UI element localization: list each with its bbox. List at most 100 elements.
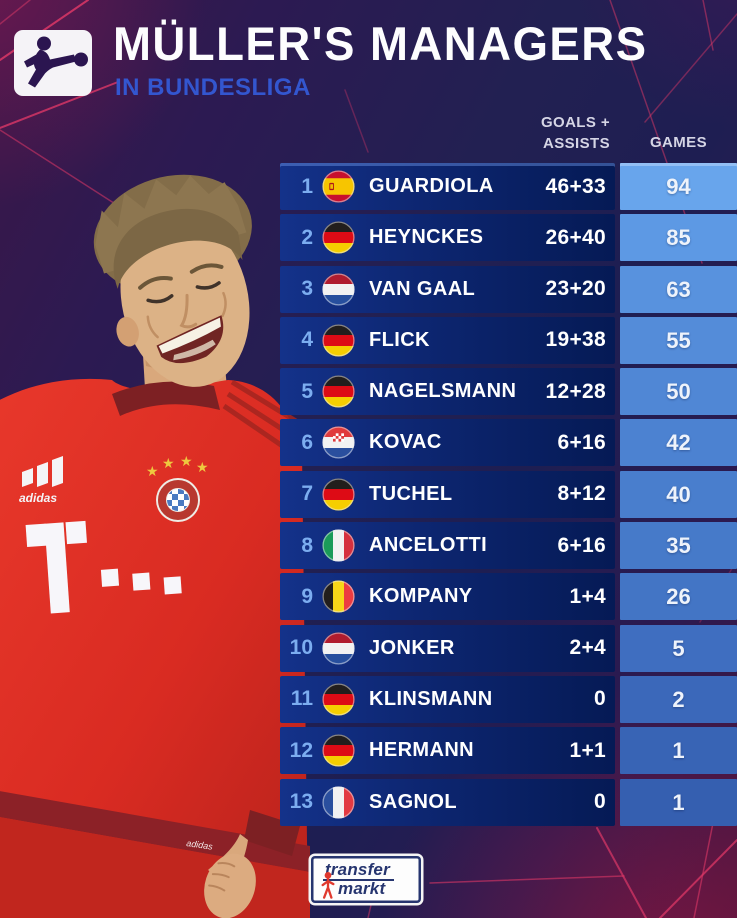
rank-label: 2 [301, 225, 313, 249]
transfermarkt-logo: transfer markt [311, 856, 421, 903]
rank-label: 3 [301, 277, 313, 301]
row-main-cell: 7 TUCHEL 8+12 [280, 470, 615, 518]
table-row: 12 HERMANN 1+1 1 [280, 727, 737, 775]
goals-assists-value: 26+40 [545, 225, 606, 249]
table-row: 2 HEYNCKES 26+40 85 [280, 214, 737, 262]
brand-word-transfer: transfer [323, 861, 394, 881]
nationality-flag-icon [322, 478, 355, 511]
row-main-cell: 3 VAN GAAL 23+20 [280, 265, 615, 313]
row-main-cell: 4 FLICK 19+38 [280, 316, 615, 364]
rank-label: 10 [289, 636, 313, 660]
games-value: 1 [620, 778, 737, 826]
row-main-cell: 2 HEYNCKES 26+40 [280, 214, 615, 262]
rank-label: 12 [289, 738, 313, 762]
svg-text:★: ★ [146, 464, 159, 480]
nationality-flag-icon [322, 221, 355, 254]
table-row: 3 VAN GAAL 23+20 63 [280, 265, 737, 313]
manager-name: SAGNOL [369, 790, 457, 813]
games-value: 40 [620, 470, 737, 518]
nationality-flag-icon [322, 426, 355, 460]
goals-assists-value: 12+28 [545, 379, 606, 403]
table-row: 11 KLINSMANN 0 2 [280, 675, 737, 723]
manager-name: GUARDIOLA [369, 175, 494, 197]
bundesliga-logo [14, 30, 92, 96]
goals-assists-value: 6+16 [557, 430, 606, 454]
nationality-flag-icon [322, 683, 355, 716]
rank-label: 8 [301, 533, 313, 557]
games-value: 2 [620, 675, 737, 723]
games-value: 63 [620, 265, 737, 313]
games-value: 85 [620, 214, 737, 262]
manager-name: HERMANN [369, 739, 475, 762]
rank-label: 5 [301, 379, 313, 403]
rank-label: 11 [290, 687, 313, 711]
row-main-cell: 6 KOVAC 6+16 [280, 419, 615, 467]
nationality-flag-icon [322, 529, 355, 562]
nationality-flag-icon [322, 580, 355, 613]
row-main-cell: 1 GUARDIOLA 46+33 [280, 163, 615, 210]
rank-label: 6 [301, 430, 313, 454]
table-row: 13 SAGNOL 0 1 [280, 778, 737, 826]
rank-label: 1 [301, 174, 313, 198]
svg-text:adidas: adidas [19, 491, 57, 505]
nationality-flag-icon [322, 170, 355, 203]
nationality-flag-icon [322, 324, 355, 357]
manager-name: NAGELSMANN [369, 380, 517, 403]
table-row: 1 GUARDIOLA 46+33 94 [280, 163, 737, 210]
games-value: 35 [620, 522, 737, 570]
table-row: 5 NAGELSMANN 12+28 50 [280, 368, 737, 416]
manager-name: FLICK [369, 328, 430, 351]
games-value: 55 [620, 316, 737, 364]
nationality-flag-icon [322, 273, 355, 306]
svg-text:★: ★ [180, 454, 193, 470]
goals-assists-value: 23+20 [545, 277, 606, 301]
goals-assists-value: 8+12 [557, 482, 606, 506]
row-main-cell: 13 SAGNOL 0 [280, 778, 615, 826]
managers-table: 1 GUARDIOLA 46+33 94 2 HEYNCKES 26+40 85… [280, 163, 737, 830]
games-value: 1 [620, 727, 737, 775]
goals-assists-value: 1+4 [569, 584, 606, 608]
table-row: 4 FLICK 19+38 55 [280, 316, 737, 364]
games-value: 5 [620, 624, 737, 672]
player-figure-icon [321, 871, 335, 899]
rank-label: 4 [301, 328, 313, 352]
column-header-goals-assists: GOALS + ASSISTS [541, 112, 610, 154]
table-row: 7 TUCHEL 8+12 40 [280, 470, 737, 518]
games-value: 50 [620, 368, 737, 416]
nationality-flag-icon [322, 375, 355, 408]
page-title: MÜLLER'S MANAGERS [113, 17, 648, 70]
svg-text:adidas: adidas [186, 838, 214, 852]
goals-assists-value: 2+4 [569, 636, 606, 660]
goals-assists-value: 19+38 [545, 328, 606, 352]
table-row: 9 KOMPANY 1+4 26 [280, 573, 737, 621]
table-row: 8 ANCELOTTI 6+16 35 [280, 522, 737, 570]
row-main-cell: 8 ANCELOTTI 6+16 [280, 522, 615, 570]
column-header-games: GAMES [649, 134, 707, 151]
page-subtitle: IN BUNDESLIGA [115, 74, 311, 101]
row-main-cell: 12 HERMANN 1+1 [280, 727, 615, 775]
row-main-cell: 5 NAGELSMANN 12+28 [280, 368, 615, 416]
goals-header-line2: ASSISTS [543, 135, 610, 152]
games-value: 42 [620, 419, 737, 467]
svg-text:★: ★ [162, 456, 175, 472]
mueller-photo: adidas ★ ★ ★ ★ [0, 98, 310, 918]
brand-word-markt: markt [338, 879, 386, 898]
games-value: 94 [620, 163, 737, 210]
goals-assists-value: 0 [594, 790, 606, 814]
manager-name: JONKER [369, 636, 455, 659]
row-main-cell: 9 KOMPANY 1+4 [280, 573, 615, 621]
manager-name: HEYNCKES [369, 226, 484, 249]
nationality-flag-icon [322, 734, 355, 767]
nationality-flag-icon [322, 632, 355, 665]
svg-text:★: ★ [196, 460, 209, 476]
goals-assists-value: 46+33 [545, 174, 606, 198]
manager-name: ANCELOTTI [369, 534, 488, 557]
goals-assists-value: 0 [594, 687, 606, 711]
goals-assists-value: 1+1 [569, 738, 606, 762]
nationality-flag-icon [322, 786, 355, 819]
rank-label: 7 [301, 482, 313, 506]
row-main-cell: 10 JONKER 2+4 [280, 624, 615, 672]
manager-name: KOMPANY [369, 585, 473, 608]
